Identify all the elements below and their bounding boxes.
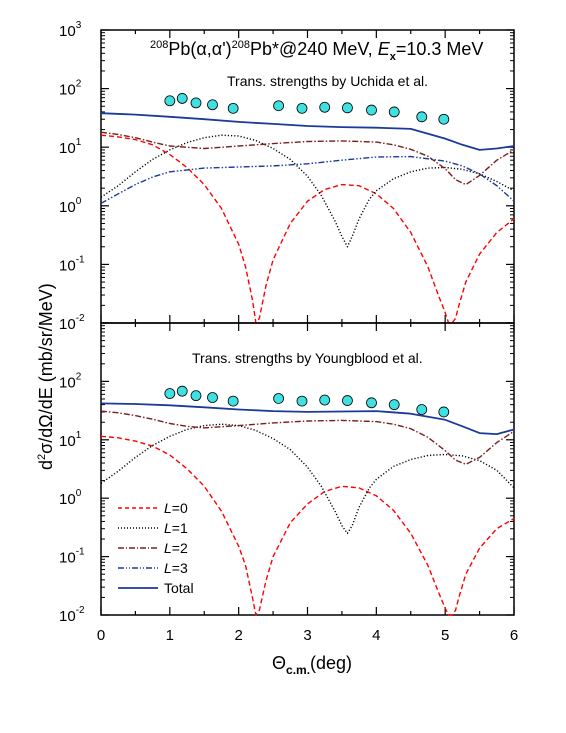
data-point	[388, 399, 400, 411]
top-panel-curves	[100, 112, 515, 324]
legend-label-total: Total	[164, 580, 194, 596]
y-axis-label: d2σ/dΩ/dE (mb/sr/MeV)	[36, 283, 56, 470]
data-point	[273, 393, 284, 404]
data-point	[176, 385, 188, 397]
bottom-panel-ticks	[100, 322, 515, 616]
top-panel-data-points	[164, 93, 450, 125]
y-tick-label: 100	[59, 196, 82, 216]
top-panel-title: 208Pb(α,α')208Pb*@240 MeV, Ex=10.3 MeV	[150, 39, 483, 63]
data-point	[342, 395, 353, 406]
bottom-y-tick-labels: 102 101 100 10-1 10-2	[59, 371, 85, 625]
data-point	[388, 106, 400, 118]
legend: L=0 L=1 L=2 L=3 Total	[118, 500, 194, 596]
y-tick-label: 103	[59, 20, 82, 40]
data-point	[438, 113, 450, 125]
top-y-tick-labels: 103 102 101 100 10-1 10-2	[59, 20, 85, 333]
data-point	[366, 104, 377, 116]
legend-item-L1: L=1	[118, 520, 188, 536]
top-panel-ticks	[100, 29, 515, 324]
curve-L1	[100, 423, 515, 535]
curve-L3	[100, 155, 515, 205]
data-point	[438, 406, 450, 418]
data-point	[207, 99, 218, 111]
legend-item-L0: L=0	[118, 500, 188, 516]
data-point	[319, 101, 331, 113]
data-point	[296, 102, 308, 114]
legend-item-L3: L=3	[118, 560, 188, 576]
curve-Total	[100, 112, 515, 151]
data-point	[176, 93, 188, 104]
data-point	[227, 102, 239, 114]
top-panel-subtitle: Trans. strengths by Uchida et al.	[227, 73, 428, 89]
x-axis-label: Θc.m.(deg)	[272, 653, 352, 677]
legend-label-L0: L=0	[164, 500, 188, 516]
curve-Total	[100, 402, 515, 435]
legend-label-L2: L=2	[164, 540, 188, 556]
y-tick-label: 102	[59, 371, 82, 391]
data-point	[164, 388, 176, 399]
legend-item-total: Total	[118, 580, 194, 596]
y-tick-label: 10-1	[59, 254, 85, 274]
x-tick-labels: 0 1 2 3 4 5 6	[97, 627, 518, 644]
curve-L2	[100, 131, 515, 186]
curve-L1	[100, 134, 515, 248]
bottom-panel-data-points	[164, 385, 450, 418]
y-tick-label: 100	[59, 488, 82, 508]
bottom-panel: 102 101 100 10-1 10-2 Trans. strengths by Yo…	[59, 322, 515, 625]
x-tick-label: 3	[303, 627, 311, 644]
x-tick-label: 5	[441, 627, 449, 644]
y-tick-label: 101	[59, 430, 82, 450]
top-panel: 103 102 101 100 10-1 10-2 208Pb(α,α')208Pb*@2…	[59, 20, 515, 333]
curve-L0	[100, 134, 515, 324]
data-point	[190, 97, 202, 109]
curve-L0	[100, 435, 515, 616]
data-point	[366, 397, 377, 409]
legend-label-L3: L=3	[164, 560, 188, 576]
legend-item-L2: L=2	[118, 540, 188, 556]
bottom-panel-curves	[100, 402, 515, 616]
legend-label-L1: L=1	[164, 520, 188, 536]
data-point	[164, 95, 176, 107]
data-point	[227, 395, 239, 407]
data-point	[416, 111, 428, 123]
x-tick-label: 4	[372, 627, 380, 644]
y-tick-label: 101	[59, 137, 82, 157]
data-point	[296, 395, 308, 407]
data-point	[207, 392, 218, 403]
x-tick-label: 2	[234, 627, 242, 644]
x-tick-label: 1	[166, 627, 174, 644]
data-point	[190, 390, 202, 402]
data-point	[273, 100, 284, 112]
x-tick-label: 0	[97, 627, 105, 644]
y-tick-label: 102	[59, 79, 82, 99]
data-point	[416, 404, 428, 415]
data-point	[319, 394, 331, 406]
x-tick-label: 6	[510, 627, 518, 644]
data-point	[342, 102, 353, 114]
y-tick-label: 10-1	[59, 547, 85, 567]
y-tick-label: 10-2	[59, 605, 85, 625]
curve-L2	[100, 410, 515, 465]
bottom-panel-frame	[100, 322, 515, 616]
bottom-panel-subtitle: Trans. strengths by Youngblood et al.	[192, 350, 423, 366]
y-tick-label: 10-2	[59, 313, 85, 333]
